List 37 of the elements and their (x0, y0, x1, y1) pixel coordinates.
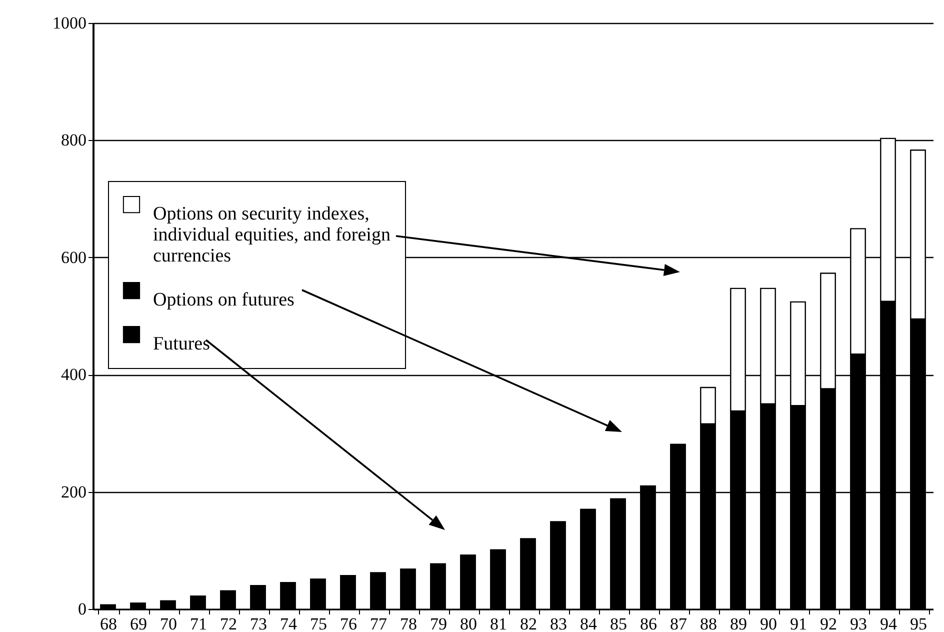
legend-label: Futures (153, 334, 210, 354)
x-tick-label: 94 (880, 614, 898, 632)
x-tick-label: 72 (220, 614, 237, 632)
x-tick-label: 89 (730, 614, 747, 632)
x-tick-label: 77 (370, 614, 388, 632)
x-tick-label: 68 (100, 614, 117, 632)
x-tick-label: 83 (550, 614, 567, 632)
x-tick-label: 76 (340, 614, 357, 632)
x-tick-label: 84 (580, 614, 598, 632)
x-tick-label: 86 (640, 614, 657, 632)
x-tick-label: 71 (190, 614, 207, 632)
x-tick-label: 82 (520, 614, 537, 632)
x-tick-label: 90 (760, 614, 777, 632)
x-tick-label: 70 (160, 614, 177, 632)
x-tick-label: 69 (130, 614, 147, 632)
x-tick-label: 79 (430, 614, 447, 632)
x-tick-label: 95 (910, 614, 927, 632)
x-tick-label: 85 (610, 614, 627, 632)
x-tick-label: 93 (850, 614, 867, 632)
x-tick-label: 75 (310, 614, 327, 632)
y-tick-label: 1000 (52, 14, 86, 32)
x-tick-label: 91 (790, 614, 807, 632)
y-tick-label: 0 (78, 600, 86, 618)
x-tick-label: 87 (670, 614, 688, 632)
x-tick-label: 73 (250, 614, 267, 632)
legend-label: Options on security indexes, individual equities, and foreign currencies (153, 204, 391, 266)
x-tick-label: 81 (490, 614, 507, 632)
x-tick-label: 78 (400, 614, 417, 632)
x-tick-label: 80 (460, 614, 477, 632)
y-tick-label: 600 (61, 248, 86, 267)
x-tick-label: 74 (280, 614, 298, 632)
y-tick-label: 200 (61, 482, 86, 502)
x-tick-label: 88 (700, 614, 717, 632)
x-tick-label: 92 (820, 614, 837, 632)
legend-label: Options on futures (153, 290, 294, 310)
y-tick-label: 400 (61, 365, 86, 384)
y-tick-label: 800 (61, 130, 86, 150)
